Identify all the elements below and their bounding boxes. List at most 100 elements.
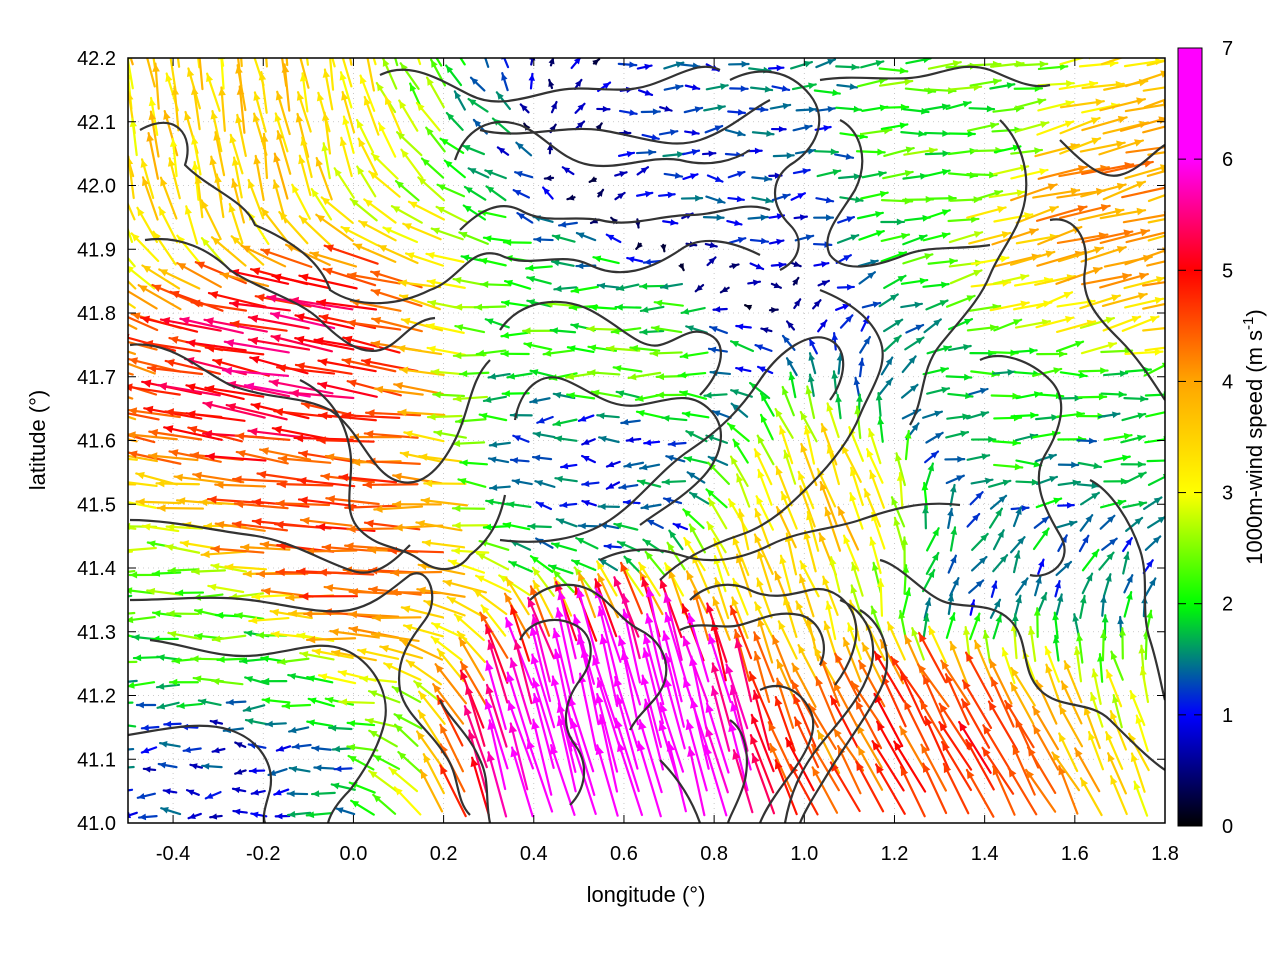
wind-arrow — [755, 495, 775, 531]
wind-arrow-head — [669, 530, 677, 539]
wind-arrow-head — [233, 40, 241, 48]
wind-arrow-head — [792, 663, 800, 673]
wind-arrow-head — [1111, 294, 1120, 302]
wind-arrow-head — [1077, 164, 1087, 173]
wind-arrow-shaft — [568, 695, 595, 773]
wind-arrow — [229, 133, 244, 175]
wind-arrow — [315, 156, 333, 201]
wind-arrow — [459, 660, 489, 708]
wind-arrow-head — [427, 278, 436, 287]
wind-arrow-head — [870, 606, 878, 615]
wind-arrow-head — [461, 254, 470, 262]
wind-arrow-shaft — [527, 596, 555, 659]
wind-arrow-head — [791, 680, 800, 690]
wind-arrow-head — [108, 356, 117, 363]
wind-arrow-head — [732, 536, 740, 546]
wind-arrow-head — [352, 458, 361, 467]
contour-line — [529, 583, 668, 731]
wind-arrow-shaft — [143, 341, 201, 353]
wind-arrow — [1102, 370, 1129, 378]
wind-arrow-head — [530, 556, 539, 564]
wind-arrow-head — [452, 504, 461, 513]
wind-arrow-head — [128, 450, 138, 459]
wind-arrow — [542, 186, 554, 200]
wind-arrow — [793, 298, 802, 310]
wind-arrow-head — [164, 720, 172, 728]
wind-arrow-head — [142, 379, 152, 388]
wind-arrow — [774, 407, 794, 439]
wind-arrow-head — [989, 122, 998, 130]
wind-arrow-shaft — [364, 411, 422, 417]
wind-arrow-head — [159, 207, 167, 216]
wind-arrow-shaft — [1146, 169, 1165, 178]
wind-arrow-shaft — [234, 434, 291, 441]
wind-arrow — [273, 152, 289, 200]
wind-arrow-head — [428, 299, 437, 307]
wind-arrow-head — [1125, 538, 1132, 546]
wind-arrow — [479, 280, 512, 289]
wind-arrow — [1010, 411, 1039, 419]
wind-arrow-head — [128, 616, 134, 624]
wind-arrow-head — [174, 473, 183, 482]
wind-arrow — [176, 702, 203, 710]
wind-arrow-head — [393, 472, 402, 481]
wind-arrow-head — [423, 754, 431, 763]
wind-arrow-shaft — [1081, 230, 1134, 244]
wind-arrow — [274, 112, 289, 153]
wind-arrow — [1125, 70, 1165, 88]
wind-arrow-head — [942, 130, 950, 137]
wind-arrow — [1074, 747, 1101, 793]
wind-arrow-head — [942, 742, 950, 752]
wind-arrow-head — [675, 84, 683, 91]
wind-arrow-head — [128, 92, 134, 101]
wind-arrow-shaft — [596, 677, 622, 752]
wind-arrow-head — [688, 656, 698, 667]
wind-arrow-head — [1107, 341, 1117, 349]
wind-arrow — [1142, 86, 1165, 92]
wind-arrow — [883, 334, 902, 352]
wind-arrow — [1101, 292, 1148, 308]
wind-arrow-head — [752, 279, 760, 286]
wind-arrow-head — [1017, 537, 1025, 545]
wind-arrow — [526, 738, 554, 813]
wind-arrow — [993, 212, 1034, 223]
wind-arrow — [425, 251, 465, 263]
wind-arrow-head — [316, 92, 325, 102]
wind-arrow-shaft — [1125, 231, 1165, 244]
wind-arrow-head — [786, 738, 794, 748]
wind-arrow-head — [350, 198, 359, 207]
wind-arrow — [338, 698, 375, 706]
wind-arrow — [902, 564, 910, 595]
wind-arrow-head — [435, 664, 444, 674]
wind-arrow — [559, 462, 578, 470]
wind-arrow-head — [965, 392, 973, 400]
wind-arrow — [727, 195, 745, 203]
wind-arrow-shaft — [711, 685, 731, 752]
wind-arrow — [1081, 548, 1100, 572]
wind-arrow-head — [1119, 370, 1128, 378]
wind-arrow — [1073, 646, 1083, 683]
wind-arrow — [808, 352, 817, 375]
wind-arrow-head — [128, 266, 135, 274]
wind-arrow-head — [731, 341, 739, 348]
wind-arrow-shaft — [128, 811, 138, 817]
wind-arrow-head — [935, 432, 943, 440]
wind-arrow-head — [576, 635, 586, 646]
wind-arrow — [400, 317, 444, 332]
wind-arrow — [482, 523, 511, 531]
wind-arrow — [210, 677, 244, 686]
wind-arrow-shaft — [774, 759, 798, 816]
wind-arrow — [1027, 625, 1037, 663]
wind-arrow — [306, 719, 334, 728]
wind-arrow — [451, 521, 489, 530]
wind-arrow-head — [1071, 461, 1079, 469]
wind-arrow-head — [421, 497, 431, 505]
wind-arrow-head — [331, 782, 340, 790]
wind-arrow — [710, 685, 731, 752]
wind-arrow-head — [875, 210, 883, 218]
wind-arrow-head — [1118, 390, 1126, 398]
wind-arrow — [523, 341, 553, 351]
wind-arrow-shaft — [128, 408, 181, 419]
wind-arrow-head — [796, 601, 804, 611]
wind-arrow — [366, 58, 376, 92]
